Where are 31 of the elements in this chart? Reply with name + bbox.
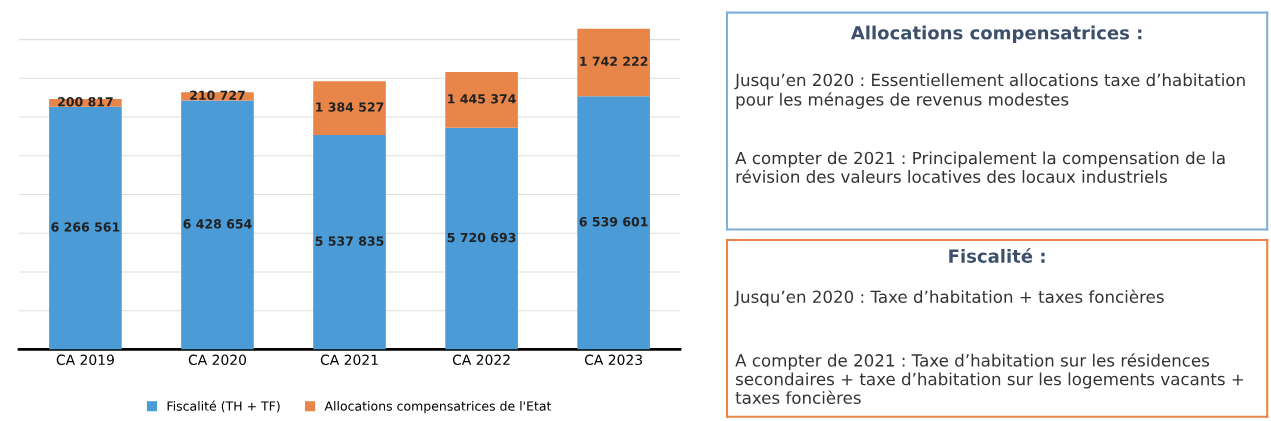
data-label: 6 266 561 (51, 222, 120, 232)
x-tick-label: CA 2023 (584, 354, 642, 366)
data-label: 1 384 527 (316, 102, 384, 112)
data-label: 6 539 601 (579, 216, 648, 227)
text: A compter de 2021 : Principalement la compensation de la révision des valeurs locatives des locaux industriels (735, 151, 1225, 183)
bar (445, 71, 518, 128)
bar (313, 81, 386, 135)
bar (577, 96, 650, 350)
legend-label: Allocations compensatrices de l'Etat (324, 401, 552, 414)
bar (181, 100, 254, 350)
x-tick-label: CA 2019 (56, 354, 114, 366)
text: Jusqu’en 2020 : Essentiellement allocations taxe d’habitation pour les ménages de revenus modestes (734, 73, 1245, 109)
text: Jusqu’en 2020 : Taxe d’habitation + taxes foncières (734, 289, 1164, 307)
data-label: 6 428 654 (183, 219, 252, 229)
data-label: 5 720 693 (447, 232, 516, 243)
x-tick-label: CA 2020 (188, 354, 247, 366)
legend-label: Fiscalité (TH + TF) (167, 400, 280, 413)
text: A compter de 2021 : Taxe d’habitation sur les résidences secondaires + taxe d’habitation sur les logements vacants + taxes foncières (735, 353, 1244, 405)
bar (445, 127, 518, 350)
data-label: 5 537 835 (315, 236, 384, 246)
bar (577, 28, 650, 97)
x-tick-label: CA 2022 (452, 354, 510, 366)
text: Allocations compensatrices : (850, 25, 1142, 44)
bar (313, 134, 386, 350)
text: Fiscalité : (949, 248, 1045, 263)
data-label: 200 817 (58, 97, 113, 107)
bar (49, 106, 122, 350)
data-label: 1 742 222 (580, 56, 648, 66)
data-label: 210 727 (190, 90, 245, 100)
x-tick-label: CA 2021 (320, 354, 378, 366)
data-label: 1 445 374 (448, 94, 516, 104)
